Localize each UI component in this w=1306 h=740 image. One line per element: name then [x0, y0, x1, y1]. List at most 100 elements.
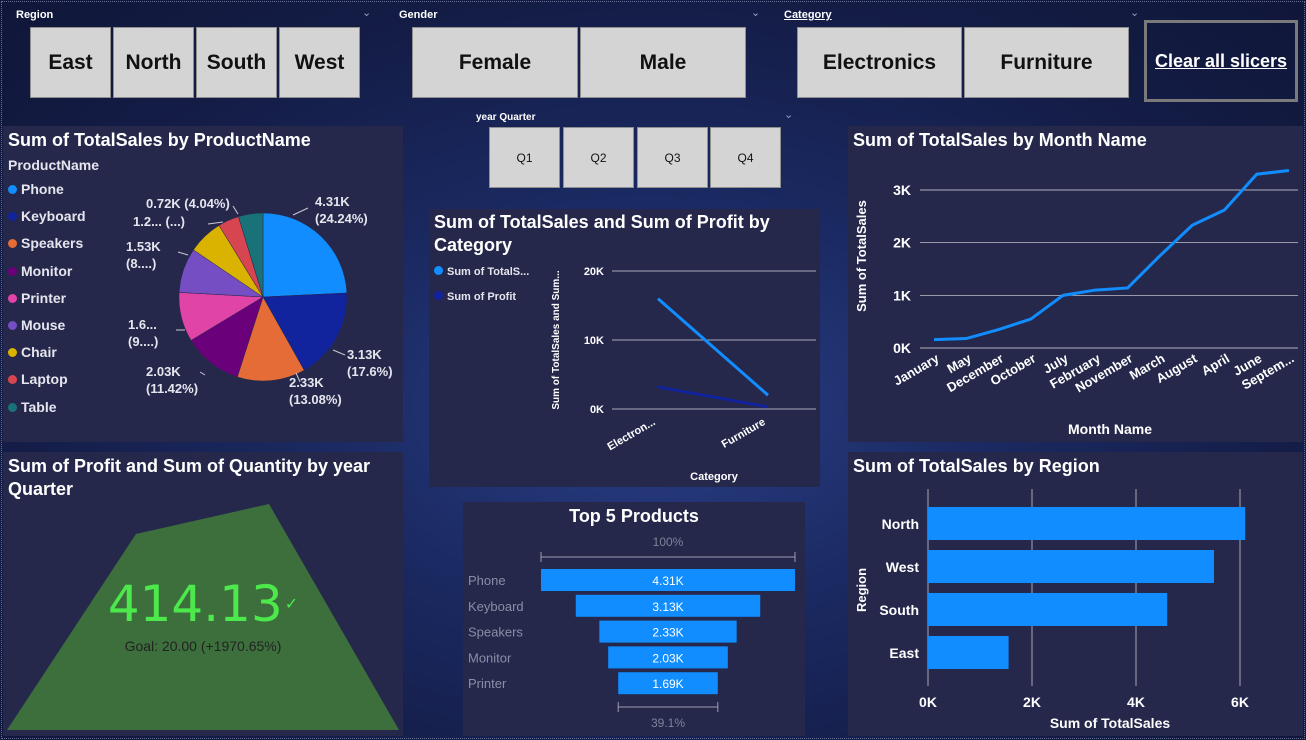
legend-label: Chair — [21, 344, 57, 361]
funnel-category-label: Printer — [468, 676, 507, 691]
slicer-item-q3[interactable]: Q3 — [637, 127, 708, 188]
slicer-item-q2[interactable]: Q2 — [563, 127, 634, 188]
slicer-item-female[interactable]: Female — [412, 27, 578, 98]
slicer-item-male[interactable]: Male — [580, 27, 746, 98]
funnel-value-label: 2.33K — [652, 626, 683, 640]
funnel-top-percent: 100% — [653, 535, 684, 549]
y-tick-label: East — [889, 645, 919, 661]
pie-label-value: 1.6... — [128, 317, 157, 332]
legend-item-speakers[interactable]: Speakers — [8, 235, 83, 251]
gender-slicer-title: Gender — [399, 9, 438, 21]
funnel-bar-monitor — [608, 646, 728, 669]
legend-item-laptop[interactable]: Laptop — [8, 371, 68, 387]
pie-label-value: 1.53K — [126, 239, 161, 254]
legend-item-chair[interactable]: Chair — [8, 344, 57, 360]
pie-leader-line — [332, 349, 346, 356]
funnel-bottom-percent: 39.1% — [651, 716, 685, 730]
funnel-value-label: 4.31K — [652, 574, 683, 588]
slicer-item-q4[interactable]: Q4 — [710, 127, 781, 188]
quarter-slicer-title: year Quarter — [476, 112, 536, 123]
pie-label-value: 4.31K — [315, 194, 350, 209]
series-line-totalsales — [657, 297, 769, 397]
chevron-down-icon[interactable]: ⌄ — [784, 109, 794, 121]
legend-label: Sum of TotalS... — [447, 266, 530, 278]
legend-item-profit: Sum of Profit — [434, 291, 516, 303]
pie-data-label: 3.13K (17.6%) — [347, 346, 393, 380]
bar-north — [928, 507, 1246, 540]
kpi-value-row: 414.13 ✓ — [3, 574, 403, 634]
pie-leader-line — [292, 207, 309, 216]
pie-data-label: 1.2... (...) — [133, 213, 185, 230]
legend-label: Sum of Profit — [447, 291, 517, 303]
legend-dot — [8, 239, 17, 249]
pie-chart-title: Sum of TotalSales by ProductName — [8, 130, 311, 150]
chevron-down-icon[interactable]: ⌄ — [362, 7, 372, 19]
slicer-item-east[interactable]: East — [30, 27, 111, 98]
slicer-item-furniture[interactable]: Furniture — [964, 27, 1129, 98]
funnel-title: Top 5 Products — [569, 506, 699, 526]
y-axis-title: Region — [854, 568, 869, 612]
y-tick-label: West — [886, 559, 920, 575]
pie-data-label: 2.03K (11.42%) — [146, 363, 198, 397]
clear-all-slicers-button[interactable]: Clear all slicers — [1144, 20, 1298, 102]
y-tick-label: North — [882, 516, 919, 532]
legend-item-printer[interactable]: Printer — [8, 290, 66, 306]
legend-dot — [8, 348, 17, 358]
funnel-panel[interactable] — [463, 502, 805, 736]
kpi-title: Sum of Profit and Sum of Quantity by yea… — [8, 456, 371, 499]
region-slicer-title: Region — [16, 9, 54, 21]
legend-item-monitor[interactable]: Monitor — [8, 263, 72, 279]
pie-slice-keyboard — [262, 292, 348, 371]
legend-item-keyboard[interactable]: Keyboard — [8, 208, 86, 224]
funnel-bar-keyboard — [575, 594, 761, 617]
funnel-value-label: 2.03K — [652, 651, 683, 665]
legend-dot — [434, 291, 443, 300]
x-tick-label: 6K — [1231, 694, 1249, 710]
legend-label: Keyboard — [21, 208, 86, 225]
pie-label-value: 2.33K — [289, 375, 324, 390]
y-axis-title: Sum of TotalSales and Sum... — [551, 270, 562, 410]
bar-south — [928, 593, 1168, 626]
legend-dot — [8, 293, 17, 303]
x-tick-label: 0K — [919, 694, 937, 710]
pie-data-label: 1.6... (9....) — [128, 316, 158, 350]
pie-leader-line — [295, 372, 301, 383]
y-tick-label: 10K — [584, 335, 604, 347]
slicer-item-electronics[interactable]: Electronics — [797, 27, 962, 98]
category-line-panel[interactable] — [429, 209, 820, 487]
kpi-goal: Goal: 20.00 (+1970.65%) — [124, 638, 282, 654]
slicer-item-south[interactable]: South — [196, 27, 277, 98]
pie-label-percent: (24.24%) — [315, 211, 368, 226]
legend-dot — [8, 375, 17, 385]
funnel-category-label: Monitor — [468, 650, 512, 665]
y-tick-label: South — [879, 602, 919, 618]
pie-label-value: 2.03K — [146, 364, 181, 379]
check-icon: ✓ — [284, 594, 299, 613]
kpi-area-shape — [7, 504, 399, 730]
month-line-panel[interactable] — [848, 126, 1303, 442]
pie-leader-line — [207, 221, 224, 225]
legend-item-phone[interactable]: Phone — [8, 181, 64, 197]
chevron-down-icon[interactable]: ⌄ — [751, 7, 761, 19]
chevron-down-icon[interactable]: ⌄ — [1130, 7, 1140, 19]
pie-leader-line — [232, 205, 239, 215]
pie-label-value: 0.72K (4.04%) — [146, 196, 230, 211]
funnel-category-label: Keyboard — [468, 599, 524, 614]
slicer-item-q1[interactable]: Q1 — [489, 127, 560, 188]
y-tick-label: 3K — [893, 182, 911, 198]
region-bar-title: Sum of TotalSales by Region — [853, 456, 1100, 476]
legend-item-table[interactable]: Table — [8, 399, 57, 415]
legend-item-mouse[interactable]: Mouse — [8, 317, 65, 333]
pie-slice-table — [238, 212, 264, 298]
pie-data-label: 1.53K (8....) — [126, 238, 161, 272]
slicer-item-west[interactable]: West — [279, 27, 360, 98]
pie-slice-phone — [262, 212, 348, 298]
slicer-item-north[interactable]: North — [113, 27, 194, 98]
funnel-bar-printer — [618, 672, 718, 695]
kpi-goal-shape — [7, 504, 399, 730]
pie-slice-speakers — [236, 296, 305, 382]
